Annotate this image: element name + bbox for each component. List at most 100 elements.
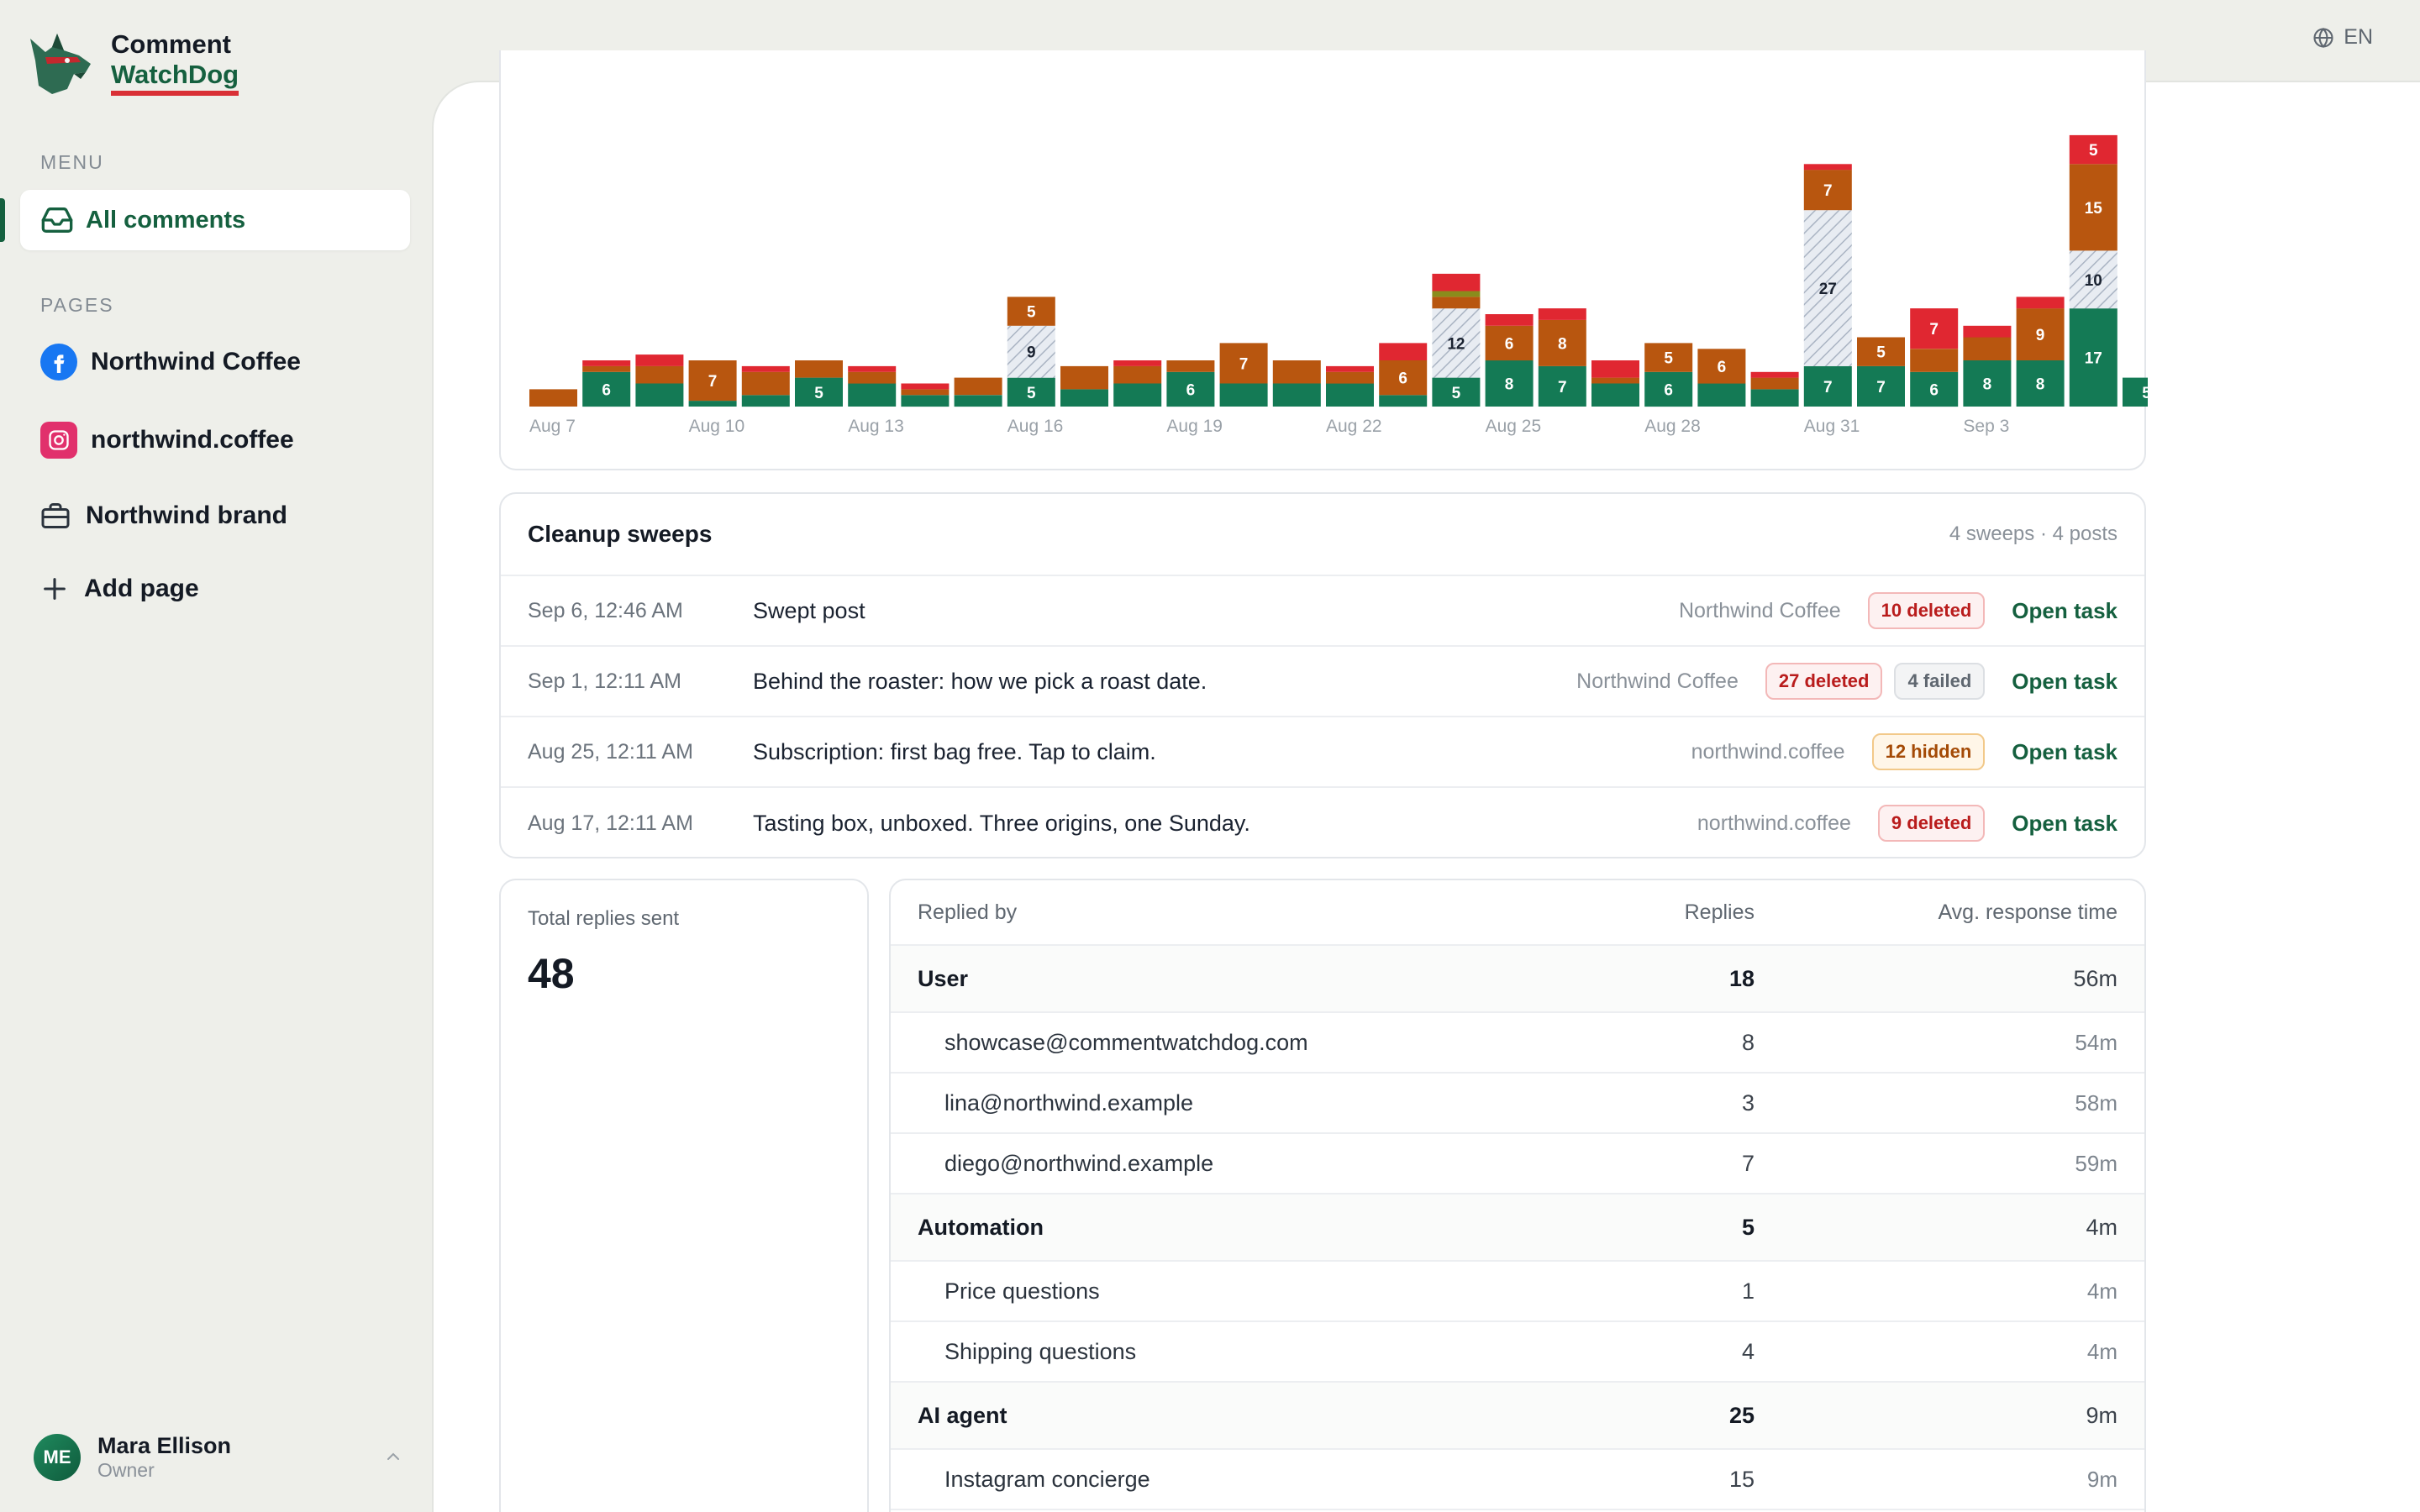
bar-segment[interactable] xyxy=(1538,308,1586,320)
bar-segment[interactable] xyxy=(1485,360,1534,407)
bar-segment[interactable] xyxy=(1750,389,1799,407)
bar-segment[interactable] xyxy=(1803,164,1852,171)
bar-segment[interactable] xyxy=(741,371,790,396)
bar-segment[interactable] xyxy=(795,360,843,378)
bar-segment[interactable] xyxy=(1538,365,1586,407)
bar-segment[interactable] xyxy=(1432,291,1481,297)
bar-segment[interactable] xyxy=(954,377,1002,396)
bar-segment[interactable] xyxy=(1963,360,2012,407)
bar-segment[interactable] xyxy=(1697,349,1746,384)
bar-segment[interactable] xyxy=(1272,383,1321,407)
bar-segment[interactable] xyxy=(1379,343,1428,360)
bar-segment[interactable] xyxy=(2069,250,2118,309)
bar-segment[interactable] xyxy=(1591,383,1639,407)
bar-segment[interactable] xyxy=(1432,308,1481,378)
bar-segment[interactable] xyxy=(1166,371,1215,407)
bar-segment[interactable] xyxy=(2123,377,2148,407)
bar-segment[interactable] xyxy=(635,383,684,407)
bar-segment[interactable] xyxy=(1113,365,1162,384)
bar-segment[interactable] xyxy=(1432,377,1481,407)
bar-segment[interactable] xyxy=(1326,365,1374,372)
bar-segment[interactable] xyxy=(1697,383,1746,407)
bar-segment[interactable] xyxy=(1485,314,1534,326)
bar-segment[interactable] xyxy=(1910,371,1959,407)
bar-segment[interactable] xyxy=(1910,308,1959,349)
bar-segment[interactable] xyxy=(529,389,577,407)
bar-segment[interactable] xyxy=(1963,325,2012,338)
bar-segment[interactable] xyxy=(688,401,737,407)
brand[interactable]: Comment WatchDog xyxy=(27,27,239,97)
bar-segment[interactable] xyxy=(1007,377,1055,407)
bar-segment[interactable] xyxy=(2016,297,2065,309)
bar-segment[interactable] xyxy=(954,395,1002,407)
bar-segment[interactable] xyxy=(1060,389,1108,407)
bar-segment[interactable] xyxy=(1644,343,1693,372)
bar-segment[interactable] xyxy=(1750,377,1799,390)
language-selector[interactable]: EN xyxy=(2312,25,2373,50)
bar-segment[interactable] xyxy=(2069,308,2118,407)
bar-segment[interactable] xyxy=(635,365,684,384)
bar-segment[interactable] xyxy=(1857,337,1905,366)
bar-segment[interactable] xyxy=(1326,383,1374,407)
bar-segment[interactable] xyxy=(848,383,897,407)
bar-segment[interactable] xyxy=(1644,371,1693,407)
bar-segment[interactable] xyxy=(1963,337,2012,361)
bar-segment[interactable] xyxy=(2069,164,2118,251)
bar-segment[interactable] xyxy=(1750,371,1799,378)
bar-segment[interactable] xyxy=(635,354,684,366)
bar-segment[interactable] xyxy=(2016,308,2065,360)
bar-segment[interactable] xyxy=(1591,360,1639,378)
bar-segment[interactable] xyxy=(795,377,843,407)
bar-segment[interactable] xyxy=(901,395,950,407)
bar-segment[interactable] xyxy=(901,383,950,390)
add-page-button[interactable]: Add page xyxy=(40,568,199,610)
bar-segment[interactable] xyxy=(1591,377,1639,384)
bar-segment[interactable] xyxy=(1166,360,1215,372)
bar-segment[interactable] xyxy=(1326,371,1374,384)
page-item-northwind-instagram[interactable]: northwind.coffee xyxy=(40,419,294,461)
bar-segment[interactable] xyxy=(582,360,631,366)
bar-segment[interactable] xyxy=(1803,170,1852,211)
sweep-row[interactable]: Aug 17, 12:11 AM Tasting box, unboxed. T… xyxy=(501,788,2144,857)
bar-segment[interactable] xyxy=(1219,343,1268,384)
bar-segment[interactable] xyxy=(1857,365,1905,407)
user-menu[interactable]: ME Mara Ellison Owner xyxy=(34,1433,403,1482)
bar-segment[interactable] xyxy=(1272,360,1321,384)
sweep-row[interactable]: Sep 6, 12:46 AM Swept post Northwind Cof… xyxy=(501,576,2144,647)
bar-segment[interactable] xyxy=(582,365,631,372)
sweep-row[interactable]: Sep 1, 12:11 AM Behind the roaster: how … xyxy=(501,647,2144,717)
bar-segment[interactable] xyxy=(1485,325,1534,361)
sweep-row[interactable]: Aug 25, 12:11 AM Subscription: first bag… xyxy=(501,717,2144,788)
bar-segment[interactable] xyxy=(1910,349,1959,372)
bar-segment[interactable] xyxy=(1803,210,1852,366)
bar-segment[interactable] xyxy=(1219,383,1268,407)
bar-segment[interactable] xyxy=(848,365,897,372)
bar-segment[interactable] xyxy=(1060,365,1108,390)
nav-item-all-comments[interactable]: All comments xyxy=(20,190,410,250)
bar-segment[interactable] xyxy=(1803,365,1852,407)
bar-segment[interactable] xyxy=(901,389,950,396)
bar-segment[interactable] xyxy=(1538,319,1586,366)
bar-segment[interactable] xyxy=(1007,297,1055,326)
bar-segment[interactable] xyxy=(1113,383,1162,407)
bar-segment[interactable] xyxy=(1379,395,1428,407)
bar-segment[interactable] xyxy=(2069,134,2118,165)
bar-segment[interactable] xyxy=(2016,360,2065,407)
bar-segment[interactable] xyxy=(688,360,737,402)
bar-segment[interactable] xyxy=(1113,360,1162,366)
bar-segment[interactable] xyxy=(848,371,897,384)
bar-segment[interactable] xyxy=(1432,273,1481,291)
bar-segment[interactable] xyxy=(1379,360,1428,396)
open-task-link[interactable]: Open task xyxy=(2012,810,2118,836)
bar-segment[interactable] xyxy=(1432,297,1481,309)
bar-segment[interactable] xyxy=(582,371,631,407)
chevron-up-icon[interactable] xyxy=(383,1446,403,1467)
page-item-northwind-coffee[interactable]: Northwind Coffee xyxy=(40,341,301,383)
open-task-link[interactable]: Open task xyxy=(2012,668,2118,694)
bar-segment[interactable] xyxy=(741,365,790,372)
open-task-link[interactable]: Open task xyxy=(2012,738,2118,764)
open-task-link[interactable]: Open task xyxy=(2012,597,2118,623)
page-item-northwind-brand[interactable]: Northwind brand xyxy=(40,495,287,537)
bar-segment[interactable] xyxy=(741,395,790,407)
bar-segment[interactable] xyxy=(1007,325,1055,378)
